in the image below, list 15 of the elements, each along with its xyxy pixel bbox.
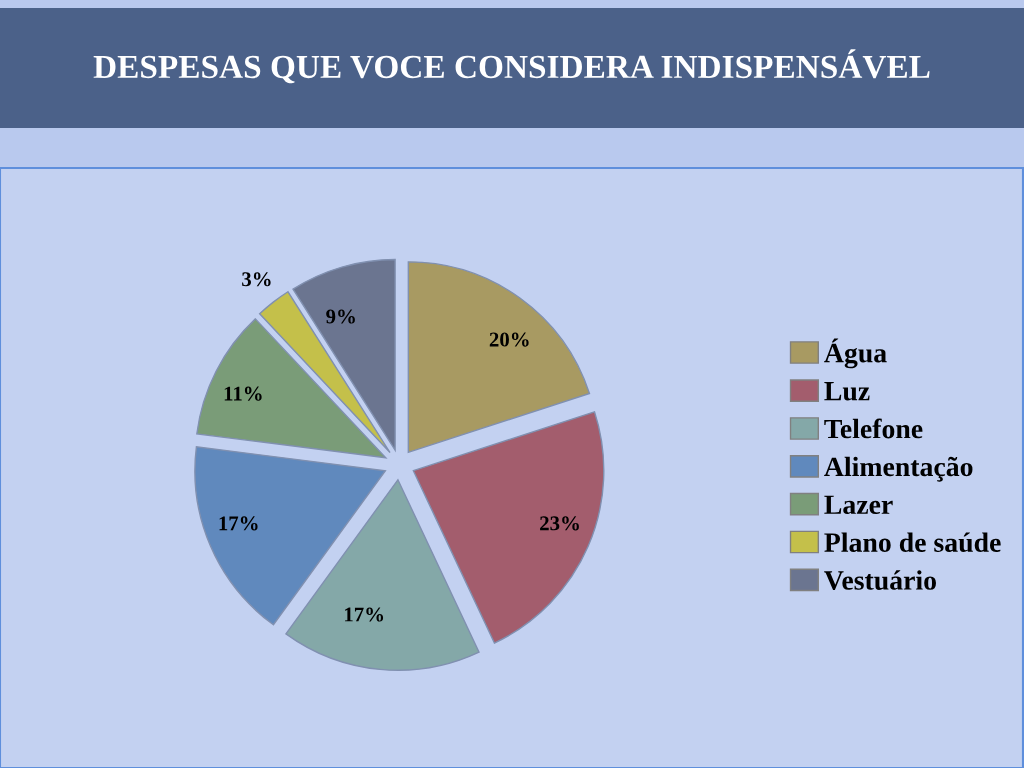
data-label: 9% <box>326 309 355 324</box>
legend-label: Luz <box>824 382 870 401</box>
legend-label: Plano de saúde <box>824 532 1001 553</box>
legend-label: Lazer <box>824 495 893 515</box>
chart-title: DESPESAS QUE VOCE CONSIDERA INDISPENSÁVEL <box>93 49 930 84</box>
data-label: 11% <box>224 386 262 401</box>
legend-label: Telefone <box>824 418 923 439</box>
data-label: 23% <box>540 516 579 531</box>
legend-label: Alimentação <box>824 456 973 482</box>
data-label: 20% <box>489 332 529 347</box>
data-label: 17% <box>345 607 384 622</box>
data-label: 17% <box>219 516 258 531</box>
data-label: 3% <box>242 272 271 287</box>
legend-label: Vestuário <box>824 570 936 590</box>
legend-label: Água <box>824 338 887 369</box>
